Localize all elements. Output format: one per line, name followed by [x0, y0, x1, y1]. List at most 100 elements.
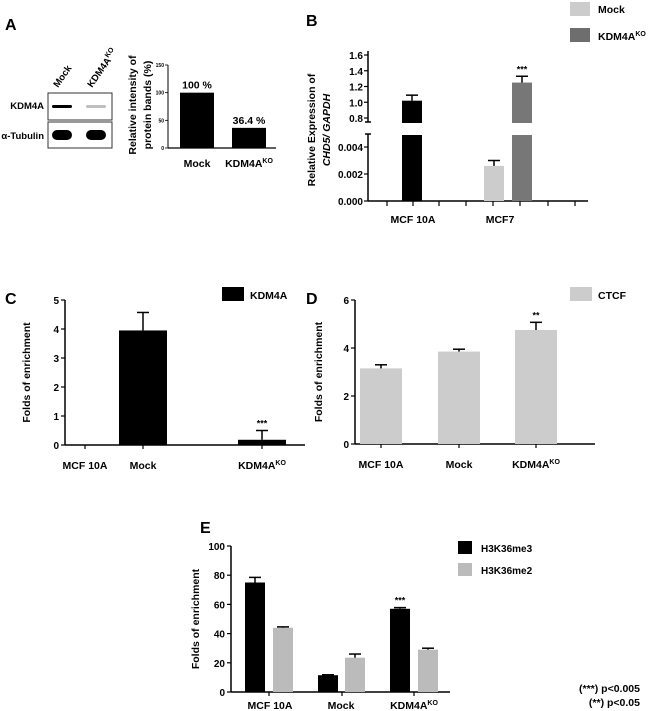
y-axis-label-text: Folds of enrichment	[313, 321, 325, 422]
x-tick-label-text: Mock	[184, 158, 211, 170]
legend-label-sup: KO	[635, 31, 646, 38]
y-tick-label: 100	[208, 542, 225, 553]
legend-item: CTCF	[570, 287, 627, 302]
x-tick-label: KDM4AKO	[390, 700, 438, 711]
blot-lane-label: KDM4AKO	[85, 46, 121, 90]
y-tick-label: 100	[156, 91, 165, 97]
protein-band	[86, 105, 106, 108]
panel-label: D	[306, 291, 318, 308]
protein-band	[52, 105, 72, 108]
y-tick-label-text: 2	[53, 383, 59, 394]
x-tick-label: MCF7	[486, 214, 515, 226]
x-tick-label: Mock	[328, 700, 355, 711]
panel-label-A: A	[5, 17, 17, 34]
panel-label: A	[5, 17, 17, 34]
y-tick-label: 2	[343, 392, 349, 403]
legend-label-text: H3K36me3	[481, 544, 533, 555]
y-axis-label: Relative intensity of	[127, 55, 139, 155]
legend-label: Mock	[598, 4, 625, 16]
panel-label-text: A	[5, 17, 17, 34]
y-axis-label: protein bands (%)	[142, 61, 154, 150]
y-tick-label-text: 0.8	[349, 114, 363, 125]
y-tick-label-text: 100	[208, 542, 225, 553]
y-tick-label-text: 40	[214, 630, 226, 641]
panel-label: E	[200, 520, 211, 537]
y-tick-label: 0	[53, 441, 59, 452]
bar-h3k36me3	[390, 608, 410, 692]
x-tick-label-text: Mock	[328, 700, 355, 711]
legend-item: H3K36me3	[458, 541, 533, 555]
y-tick-label: 1	[53, 412, 59, 423]
x-tick-label-text: MCF 10A	[248, 700, 293, 711]
y-tick-label-text: 20	[214, 659, 226, 670]
x-tick-label-sup: KO	[275, 460, 286, 467]
y-axis-label: Folds of enrichment	[21, 322, 33, 423]
y-tick-label: 5	[53, 296, 59, 307]
y-tick-label-text: 0.004	[338, 143, 363, 154]
bar-h3k36me2	[345, 657, 365, 692]
y-tick-label: 2	[53, 383, 59, 394]
legend-label: H3K36me3	[481, 544, 533, 555]
bar-h3k36me2	[418, 649, 438, 692]
significance-marker-text: ***	[257, 419, 268, 429]
footnote-text: (***) p<0.005	[579, 683, 640, 695]
y-axis-label-text: Relative intensity of	[127, 55, 139, 155]
panel-label-text: D	[306, 291, 318, 308]
y-tick-label: 0	[161, 146, 164, 152]
x-tick-label-sup: KO	[262, 158, 273, 165]
blot-row-label-text: α-Tubulin	[1, 131, 44, 142]
x-tick-label-sup: KO	[427, 700, 438, 707]
panel-label-text: E	[200, 520, 211, 537]
legend-swatch	[570, 28, 590, 42]
panel-label: C	[5, 291, 17, 308]
y-tick-label-text: 0.000	[338, 197, 363, 208]
panel-label-text: C	[5, 291, 17, 308]
x-tick-label: KDM4AKO	[512, 459, 560, 471]
y-tick-label-text: 1.6	[349, 51, 363, 62]
legend-swatch	[458, 541, 472, 554]
y-tick-label: 0.002	[338, 170, 363, 181]
protein-band	[86, 130, 106, 140]
y-axis-label: Folds of enrichment	[190, 568, 202, 669]
y-tick-label-text: 100	[156, 91, 165, 97]
y-axis-label: CHD5/ GAPDH	[321, 93, 333, 166]
x-tick-label-text: KDM4A	[390, 700, 428, 711]
y-tick-label-text: 0	[53, 441, 59, 452]
significance-marker-text: ***	[517, 64, 528, 74]
bar-h3k36me2	[273, 627, 293, 692]
protein-band	[52, 130, 72, 140]
x-tick-label-text: KDM4A	[512, 459, 550, 471]
blot-lane-label-text: KDM4A	[85, 56, 113, 90]
significance-marker: ***	[257, 419, 268, 429]
y-tick-label: 0.004	[338, 143, 363, 154]
y-tick-label-text: 1.4	[349, 67, 363, 78]
legend-label-text: CTCF	[598, 290, 627, 302]
x-tick-label-text: MCF 10A	[63, 460, 108, 472]
x-tick-label: KDM4AKO	[238, 460, 286, 472]
bar-h3k36me3	[245, 582, 265, 692]
x-tick-label-sup: KO	[549, 459, 560, 466]
data-label-text: 36.4 %	[233, 115, 266, 127]
bar	[232, 127, 266, 148]
y-tick-label-text: 60	[214, 600, 226, 611]
y-tick-label-text: 6	[343, 296, 349, 307]
chart-d: 0 2 4 6 MCF 10A Mock ** KDM4AKO Folds of enrichm…	[313, 296, 595, 471]
y-axis-label-text: Folds of enrichment	[21, 322, 33, 423]
x-tick-label-text: MCF 10A	[391, 214, 436, 226]
legend-item: Mock	[570, 2, 625, 16]
y-tick-label: 4	[343, 344, 349, 355]
y-tick-label-text: 5	[53, 296, 59, 307]
panel-label-E: E	[200, 520, 211, 537]
bar	[180, 92, 214, 148]
bar	[360, 368, 402, 444]
y-tick-label: 1.0	[349, 98, 363, 109]
x-tick-label: MCF 10A	[391, 214, 436, 226]
y-tick-label: 1.2	[349, 83, 363, 94]
significance-marker: ***	[395, 596, 406, 606]
x-tick-label-text: KDM4A	[225, 158, 263, 170]
y-tick-label: 6	[343, 296, 349, 307]
x-tick-label: MCF 10A	[359, 459, 404, 471]
y-tick-label-text: 80	[214, 571, 226, 582]
y-tick-label: 50	[158, 118, 164, 124]
